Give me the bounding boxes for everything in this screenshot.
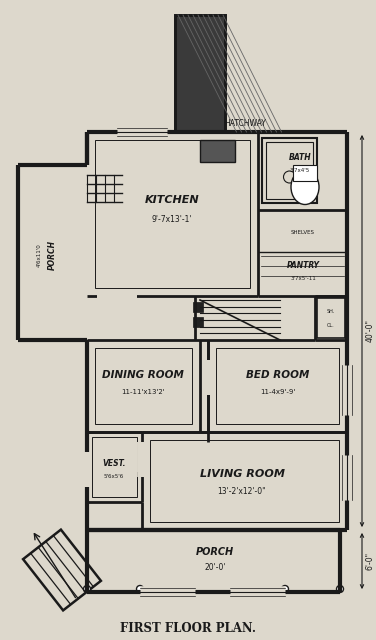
- Text: PORCH: PORCH: [196, 547, 234, 557]
- Bar: [92, 437, 137, 497]
- Text: 13'-2'x12'-0": 13'-2'x12'-0": [218, 488, 266, 497]
- Bar: [216, 348, 339, 424]
- Text: KITCHEN: KITCHEN: [145, 195, 199, 205]
- Circle shape: [282, 586, 288, 593]
- Text: DINING ROOM: DINING ROOM: [102, 370, 184, 380]
- Text: SHELVES: SHELVES: [291, 230, 315, 234]
- Bar: [317, 298, 345, 338]
- Circle shape: [337, 586, 344, 593]
- Circle shape: [83, 586, 91, 593]
- Text: 3'7x5'-11: 3'7x5'-11: [290, 275, 316, 280]
- Text: 20'-0': 20'-0': [204, 563, 226, 572]
- Text: PANTRY: PANTRY: [287, 260, 320, 269]
- Ellipse shape: [291, 170, 319, 205]
- Text: SH.: SH.: [327, 309, 335, 314]
- Bar: [150, 440, 339, 522]
- Text: VEST.: VEST.: [102, 458, 126, 467]
- Text: HATCHWAY: HATCHWAY: [224, 118, 266, 127]
- Text: 11-11'x13'2': 11-11'x13'2': [121, 389, 165, 395]
- Text: BATH: BATH: [289, 154, 311, 163]
- Text: PORCH: PORCH: [47, 240, 56, 270]
- Text: 4'6x11'0: 4'6x11'0: [36, 243, 41, 267]
- Text: 40'-0": 40'-0": [365, 319, 374, 342]
- Bar: [293, 165, 317, 181]
- Text: LIVING ROOM: LIVING ROOM: [200, 469, 285, 479]
- Bar: [175, 15, 225, 132]
- Bar: [266, 142, 313, 199]
- Text: BED ROOM: BED ROOM: [246, 370, 310, 380]
- Text: 11-4x9'-9': 11-4x9'-9': [260, 389, 296, 395]
- Bar: [175, 15, 225, 132]
- Bar: [95, 348, 192, 424]
- Text: CL.: CL.: [327, 323, 335, 328]
- Text: 5'6x5'6: 5'6x5'6: [104, 474, 124, 479]
- Text: 9'-7x13'-1': 9'-7x13'-1': [152, 216, 192, 225]
- Text: 6'-0": 6'-0": [365, 552, 374, 570]
- Bar: [262, 138, 317, 203]
- Bar: [193, 302, 203, 312]
- Text: 3'7x4'5: 3'7x4'5: [290, 168, 310, 173]
- Circle shape: [136, 586, 144, 593]
- Bar: [200, 140, 235, 162]
- Bar: [95, 140, 250, 288]
- Text: FIRST FLOOR PLAN.: FIRST FLOOR PLAN.: [120, 621, 256, 634]
- Bar: [193, 317, 203, 327]
